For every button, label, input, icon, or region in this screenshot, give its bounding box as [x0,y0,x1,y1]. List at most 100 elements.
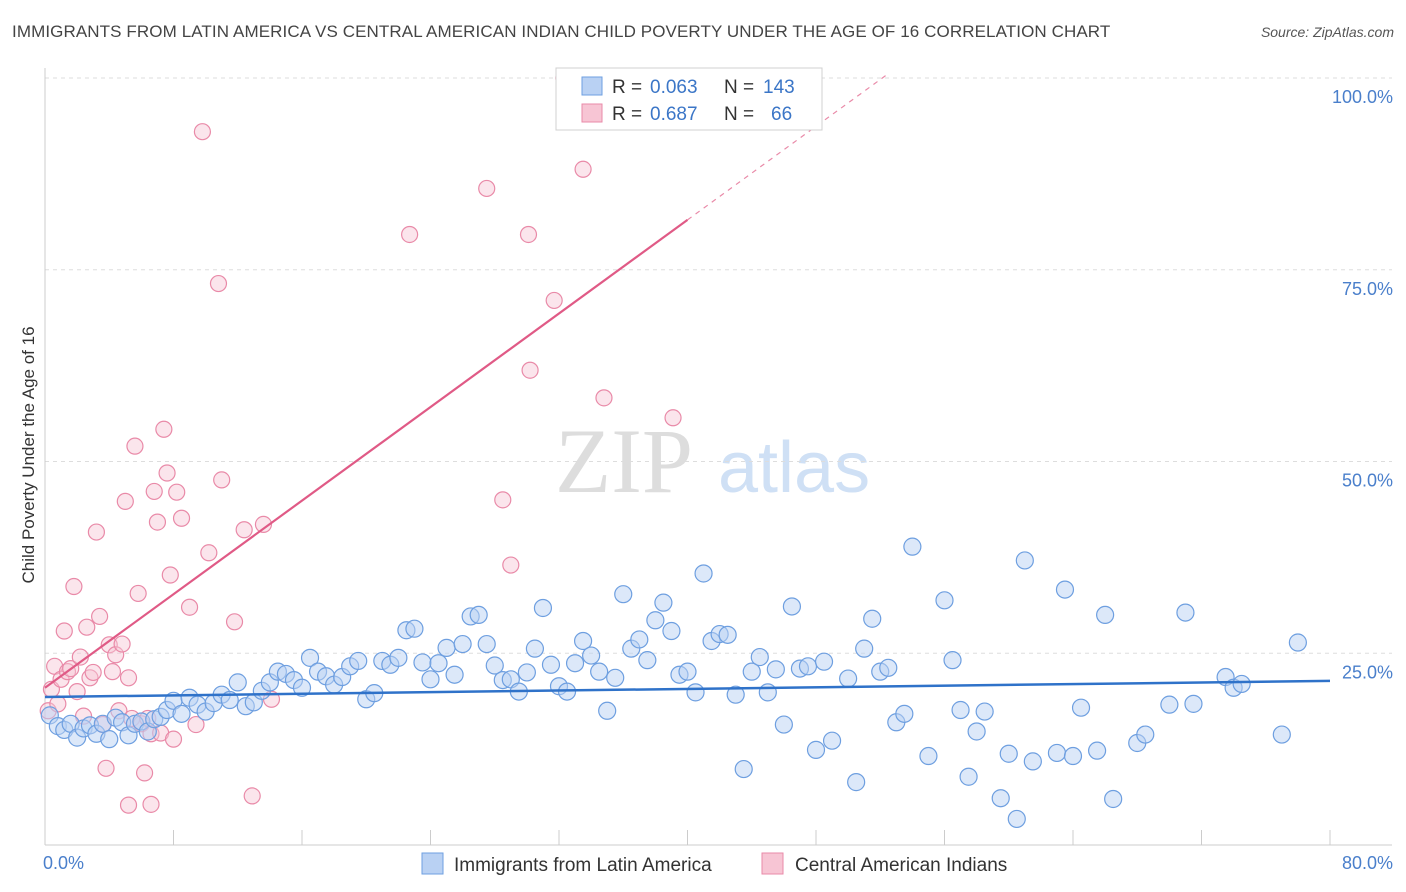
point-central-american-indians [180,598,199,616]
point-immigrants-latin-america [742,662,761,681]
point-central-american-indians [243,787,261,805]
point-immigrants-latin-america [951,700,970,720]
legend-n-label-2: N = [724,104,754,125]
trend-lines [44,73,1331,699]
point-immigrants-latin-america [750,647,769,667]
point-central-american-indians [478,179,496,198]
point-immigrants-latin-america [228,673,247,692]
gridlines [45,77,1392,654]
point-central-american-indians [103,663,122,681]
point-immigrants-latin-america [485,656,504,675]
trend-line-pink-extension [687,73,888,221]
y-tick-75: 75.0% [1342,279,1393,299]
point-immigrants-latin-america [1176,603,1195,622]
point-immigrants-latin-america [694,564,713,583]
point-immigrants-latin-america [991,789,1010,808]
point-central-american-indians [235,521,253,539]
point-immigrants-latin-america [533,598,553,618]
point-immigrants-latin-america [429,654,448,673]
point-central-american-indians [65,577,83,596]
point-central-american-indians [200,544,218,562]
point-immigrants-latin-america [1055,580,1075,599]
x-tick-labels: 0.0% 80.0% [43,853,1393,873]
point-immigrants-latin-america [292,678,312,697]
point-immigrants-latin-america [525,639,545,658]
point-central-american-indians [158,464,176,482]
source-label: Source: ZipAtlas.com [1260,24,1394,40]
point-immigrants-latin-america [686,683,705,702]
point-immigrants-latin-america [975,702,994,721]
point-central-american-indians [107,646,125,664]
point-immigrants-latin-america [766,660,785,679]
point-immigrants-latin-america [517,663,536,682]
point-central-american-indians [161,566,179,584]
point-central-american-indians [81,669,99,687]
point-immigrants-latin-america [1023,752,1042,771]
point-immigrants-latin-america [726,685,745,704]
point-immigrants-latin-america [895,704,914,723]
legend-swatch-blue [581,76,603,96]
point-central-american-indians [521,361,539,379]
point-central-american-indians [519,225,538,244]
point-immigrants-latin-america [1104,789,1123,809]
point-immigrants-latin-america [758,683,777,702]
point-immigrants-latin-america [959,767,978,786]
legend-r-label-2: R = [612,104,642,125]
point-immigrants-latin-america [1007,809,1026,829]
point-immigrants-latin-america [847,773,866,792]
point-immigrants-latin-america [590,662,609,681]
point-immigrants-latin-america [1136,725,1155,744]
point-central-american-indians [113,635,131,653]
bottom-legend-swatch-blue [421,852,444,875]
point-immigrants-latin-america [573,631,593,651]
point-immigrants-latin-america [477,634,496,654]
point-immigrants-latin-america [1047,743,1067,763]
point-central-american-indians [97,759,115,777]
legend-r-value-1: 0.063 [650,77,698,98]
point-immigrants-latin-america [421,670,440,689]
y-tick-100: 100.0% [1332,87,1393,107]
bottom-legend-label-pink: Central American Indians [795,855,1007,876]
point-central-american-indians [116,492,134,510]
point-central-american-indians [78,618,96,636]
x-tick-min: 0.0% [43,853,84,873]
point-immigrants-latin-america [469,605,488,625]
y-tick-25: 25.0% [1342,662,1393,682]
point-immigrants-latin-america [814,652,834,671]
point-immigrants-latin-america [903,537,922,556]
point-central-american-indians [119,669,138,687]
point-immigrants-latin-america [598,701,617,720]
point-immigrants-latin-america [405,619,424,638]
point-immigrants-latin-america [389,648,408,667]
point-immigrants-latin-america [1288,633,1307,652]
watermark-atlas: atlas [718,428,870,508]
point-central-american-indians [595,389,613,407]
point-immigrants-latin-america [1096,605,1115,625]
x-tick-max: 80.0% [1342,853,1393,873]
point-immigrants-latin-america [879,658,898,677]
point-immigrants-latin-america [782,597,802,616]
point-immigrants-latin-america [1272,725,1291,744]
point-immigrants-latin-america [1232,674,1251,694]
point-central-american-indians [142,795,160,813]
point-central-american-indians [494,491,512,509]
point-central-american-indians [148,513,167,531]
point-immigrants-latin-america [774,715,793,734]
legend-r-value-2: 0.687 [650,104,698,125]
point-immigrants-latin-america [565,654,585,673]
point-immigrants-latin-america [100,730,119,749]
point-immigrants-latin-america [718,625,737,644]
point-immigrants-latin-america [654,593,673,612]
legend-n-value-2: 66 [771,104,792,125]
bottom-legend-swatch-pink [761,852,784,875]
point-immigrants-latin-america [638,651,657,670]
point-immigrants-latin-america [172,704,191,723]
point-central-american-indians [225,613,244,631]
y-tick-50: 50.0% [1342,471,1393,491]
point-central-american-indians [129,584,147,603]
point-immigrants-latin-america [1160,695,1179,714]
point-central-american-indians [502,556,520,574]
point-immigrants-latin-america [646,611,665,630]
point-immigrants-latin-america [606,668,625,687]
legend-swatch-pink [581,103,603,123]
